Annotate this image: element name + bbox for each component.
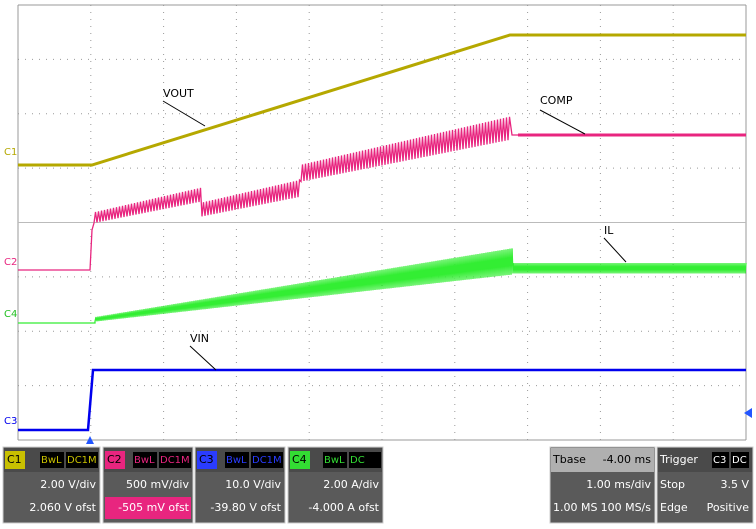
waveform bbox=[18, 33, 746, 167]
panel-text: 2.00 V/div bbox=[40, 478, 96, 491]
waveform bbox=[18, 248, 747, 324]
channel-marker: C2 bbox=[4, 257, 17, 268]
trace-label: VOUT bbox=[163, 87, 194, 100]
panel-header bbox=[551, 448, 654, 472]
channel-marker: C4 bbox=[4, 309, 17, 320]
trace-label: IL bbox=[604, 224, 614, 237]
waveforms bbox=[18, 33, 747, 432]
channel-badge bbox=[290, 451, 310, 469]
leader bbox=[603, 237, 627, 263]
leader bbox=[539, 109, 586, 135]
panel-text: 100 MS/s bbox=[601, 501, 652, 514]
panel-text: DC1M bbox=[252, 455, 282, 466]
panel-text: Tbase bbox=[552, 453, 586, 466]
channel-marker: C1 bbox=[4, 147, 17, 158]
panel-text: C4 bbox=[292, 453, 307, 466]
panel-text: DC1M bbox=[67, 455, 97, 466]
highlight bbox=[105, 497, 191, 519]
leader bbox=[189, 345, 217, 371]
panel-text: -4.000 A ofst bbox=[308, 501, 379, 514]
badge bbox=[133, 452, 157, 468]
trace-labels: VOUT COMP IL VIN bbox=[162, 87, 627, 371]
trigger-position bbox=[86, 436, 94, 444]
badge bbox=[712, 452, 729, 468]
waveform bbox=[18, 116, 746, 271]
panel-text: 1.00 ms/div bbox=[586, 478, 651, 491]
badge bbox=[349, 452, 381, 468]
panel-text: BwL bbox=[324, 455, 345, 466]
panel-text: Stop bbox=[660, 478, 685, 491]
panel-text: BwL bbox=[41, 455, 62, 466]
panel-text: BwL bbox=[226, 455, 247, 466]
panel-text: DC1M bbox=[160, 455, 190, 466]
panel-text: Edge bbox=[660, 501, 688, 514]
badge bbox=[225, 452, 249, 468]
trace-label: VIN bbox=[190, 332, 209, 345]
panel-text: C2 bbox=[107, 453, 122, 466]
badge bbox=[251, 452, 283, 468]
panel-text: BwL bbox=[134, 455, 155, 466]
badge bbox=[159, 452, 191, 468]
status-bar: C1 BwL DC1M 2.00 V/div 2.060 V ofst C2 BwL DC1M… bbox=[2, 446, 754, 524]
badge bbox=[731, 452, 749, 468]
channel-badge bbox=[105, 451, 125, 469]
panel-text: 2.00 A/div bbox=[323, 478, 379, 491]
trigger-level bbox=[744, 408, 752, 418]
panel-text: -505 mV ofst bbox=[118, 501, 190, 514]
badge bbox=[40, 452, 64, 468]
leader bbox=[162, 100, 206, 127]
badge bbox=[323, 452, 347, 468]
panel-text: DC bbox=[350, 455, 365, 466]
panel-text: 3.5 V bbox=[720, 478, 749, 491]
panel-text: 1.00 MS bbox=[553, 501, 597, 514]
panel-text: 10.0 V/div bbox=[225, 478, 281, 491]
panel-text: C3 bbox=[199, 453, 214, 466]
panel-text: Trigger bbox=[659, 453, 698, 466]
panel-text: C3 bbox=[713, 455, 726, 466]
panel-text: -39.80 V ofst bbox=[210, 501, 281, 514]
badge bbox=[66, 452, 98, 468]
panel-text: DC bbox=[732, 455, 747, 466]
trace-label: COMP bbox=[540, 94, 573, 107]
panel-text: C1 bbox=[7, 453, 22, 466]
channel-marker: C3 bbox=[4, 416, 17, 427]
panel-text: -4.00 ms bbox=[603, 453, 652, 466]
waveform bbox=[18, 368, 746, 432]
panel-text: 2.060 V ofst bbox=[29, 501, 96, 514]
panel-text: Positive bbox=[707, 501, 750, 514]
channel-badge bbox=[5, 451, 25, 469]
panel-text: 500 mV/div bbox=[126, 478, 189, 491]
channel-badge bbox=[197, 451, 217, 469]
grid bbox=[17, 4, 747, 441]
